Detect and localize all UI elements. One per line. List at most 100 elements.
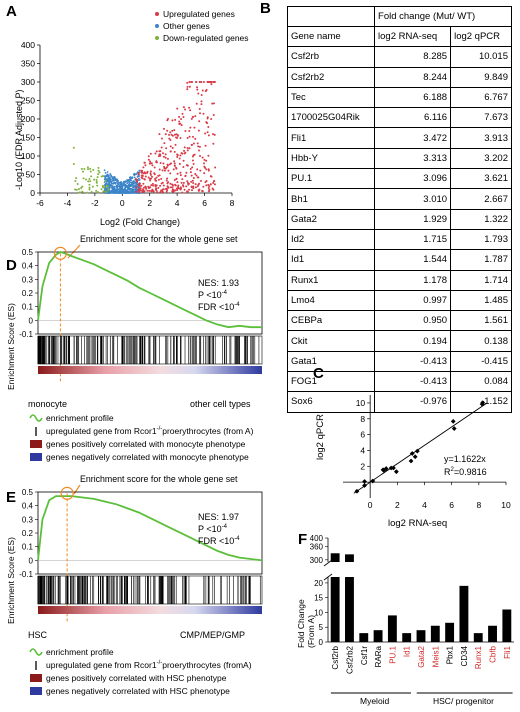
volcano-point-up xyxy=(208,185,211,188)
bar xyxy=(459,585,469,642)
bar-category-label: CD34 xyxy=(460,645,469,666)
volcano-point-up xyxy=(176,181,179,184)
volcano-point-down xyxy=(75,177,78,180)
legend-d-profile: enrichment profile xyxy=(46,413,114,423)
bar-category-label: Csf1r xyxy=(360,646,369,665)
legend-d-neg: genes negatively correlated with monocyt… xyxy=(46,452,249,462)
bar-y-tick-label: 20 xyxy=(314,579,323,588)
volcano-point-up xyxy=(145,187,148,190)
volcano-point-up xyxy=(165,190,168,193)
volcano-point-up xyxy=(201,89,204,92)
volcano-point-up xyxy=(158,168,161,171)
volcano-point-up xyxy=(179,186,182,189)
volcano-point-up xyxy=(192,185,195,188)
volcano-point-up xyxy=(148,162,151,165)
volcano-point-up xyxy=(185,171,188,174)
gene-name-cell: Csf2rb xyxy=(286,46,376,68)
gene-name-cell: Hbb-Y xyxy=(286,147,376,170)
volcano-point-up xyxy=(198,145,201,148)
volcano-point-up xyxy=(182,159,185,162)
volcano-point-down xyxy=(89,167,92,170)
volcano-point-up xyxy=(158,153,161,156)
volcano-point-down xyxy=(88,183,91,186)
gene-name-cell: Tec xyxy=(286,86,376,109)
rnaseq-cell: 8.285 xyxy=(374,46,452,68)
volcano-point-up xyxy=(178,162,181,165)
volcano-point-up xyxy=(150,184,153,187)
legend-e-pos: genes positively correlated with HSC phe… xyxy=(46,673,227,683)
volcano-point-up xyxy=(207,190,210,193)
volcano-point-up xyxy=(162,184,165,187)
correlation-point xyxy=(412,454,418,460)
volcano-point-up xyxy=(209,183,212,186)
volcano-point-other xyxy=(116,180,118,183)
volcano-point-up xyxy=(191,115,194,118)
gsea-y-tick-label: 0.5 xyxy=(22,248,34,257)
gsea-plot-hsc: E Enrichment score for the whole gene se… xyxy=(6,474,263,696)
rnaseq-cell: 3.472 xyxy=(374,127,452,149)
qpcr-cell: 1.322 xyxy=(450,208,512,230)
volcano-point-up xyxy=(140,171,143,174)
volcano-point-up xyxy=(175,136,178,139)
volcano-point-down xyxy=(105,184,108,187)
table-row: Hbb-Y 3.313 3.202 xyxy=(286,147,512,170)
table-row: Csf2rb 8.285 10.015 xyxy=(286,46,512,68)
volcano-point-down xyxy=(76,183,79,186)
volcano-point-up xyxy=(177,184,180,187)
volcano-point-other xyxy=(129,191,131,194)
volcano-point-up xyxy=(162,127,165,130)
qpcr-cell: 1.561 xyxy=(450,310,512,332)
volcano-point-up xyxy=(149,172,152,175)
gsea-d-nes: NES: 1.93 xyxy=(198,278,239,288)
volcano-point-other xyxy=(131,189,134,192)
rnaseq-cell: 6.116 xyxy=(374,107,452,129)
volcano-point-other xyxy=(110,175,113,178)
volcano-point-up xyxy=(203,165,206,168)
volcano-point-other xyxy=(106,171,109,173)
volcano-point-up xyxy=(194,183,197,186)
volcano-point-up xyxy=(174,143,177,146)
correlation-point xyxy=(370,478,376,484)
volcano-point-up xyxy=(162,152,165,155)
volcano-point-up xyxy=(176,134,179,137)
bar-category-label: Fli1 xyxy=(503,645,512,658)
qpcr-cell: 1.485 xyxy=(450,289,512,312)
gsea-y-tick-label: 0.1 xyxy=(22,543,34,552)
volcano-point-down xyxy=(97,169,100,172)
volcano-point-up xyxy=(142,189,145,192)
volcano-point-up xyxy=(214,166,217,169)
volcano-point-other xyxy=(121,188,124,191)
volcano-point-other xyxy=(113,176,116,178)
volcano-point-up xyxy=(189,126,192,129)
volcano-point-up xyxy=(189,167,192,170)
volcano-point-up xyxy=(186,190,189,193)
volcano-point-down xyxy=(96,184,99,187)
gsea-frame xyxy=(37,491,263,575)
volcano-point-up xyxy=(210,117,213,120)
volcano-point-up xyxy=(166,177,169,180)
volcano-point-up xyxy=(206,131,209,134)
volcano-point-up xyxy=(186,181,189,184)
bar-category-label: Meis1 xyxy=(431,645,440,667)
volcano-point-up xyxy=(178,120,181,123)
volcano-y-tick-label: 0 xyxy=(30,188,35,198)
table-row: Ckit 0.194 0.138 xyxy=(286,330,512,352)
volcano-point-up xyxy=(166,188,169,191)
volcano-point-up xyxy=(172,184,175,187)
volcano-point-up xyxy=(181,152,184,155)
volcano-point-up xyxy=(186,81,189,84)
qpcr-cell: 6.767 xyxy=(450,86,512,109)
volcano-point-up xyxy=(197,176,200,179)
volcano-point-down xyxy=(82,177,85,180)
gsea-y-tick-label: 0 xyxy=(29,556,34,565)
volcano-point-up xyxy=(135,190,138,193)
gene-name-cell: CEBPa xyxy=(286,310,376,332)
volcano-point-up xyxy=(194,115,197,118)
volcano-point-up xyxy=(184,108,187,111)
volcano-point-up xyxy=(203,158,206,161)
volcano-point-other xyxy=(133,182,136,185)
volcano-y-tick-label: 100 xyxy=(21,151,35,161)
panel-label-f: F xyxy=(298,531,307,548)
volcano-point-up xyxy=(183,146,186,149)
volcano-point-up xyxy=(186,88,189,91)
